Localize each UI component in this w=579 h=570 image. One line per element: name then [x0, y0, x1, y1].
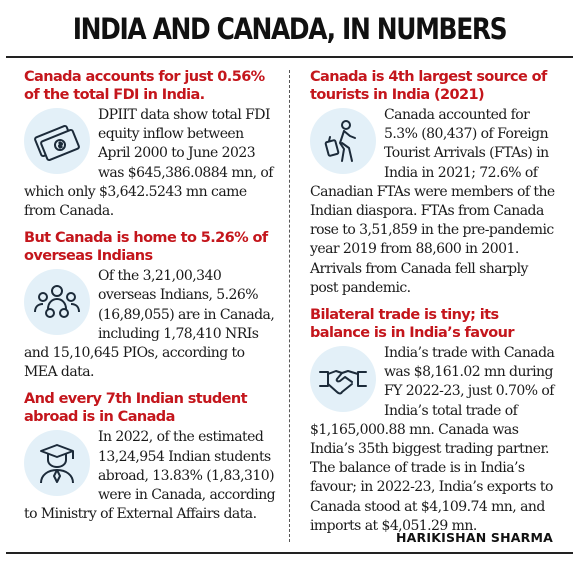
- section-heading: Canada accounts for just 0.56% of the to…: [24, 69, 265, 103]
- section-body: Canada accounted for 5.3% (80,437) of Fo…: [310, 107, 555, 296]
- graduate-icon: [24, 430, 90, 497]
- section-body: India’s trade with Canada was $8,161.02 …: [310, 345, 555, 534]
- trade-section: Bilateral trade is tiny; its balance is …: [310, 306, 556, 536]
- page-title: INDIA AND CANADA, IN NUMBERS: [72, 12, 508, 46]
- section-heading: But Canada is home to 5.26% of overseas …: [24, 230, 268, 265]
- right-column: Canada is 4th largest source of tourists…: [310, 68, 556, 544]
- section-body: DPIIT data show total FDI equity inflow …: [24, 107, 273, 220]
- section-body: Of the 3,21,00,340 overseas Indians, 5.2…: [24, 268, 275, 381]
- students-section: And every 7th Indian student abroad is i…: [24, 390, 278, 524]
- column-divider: [289, 70, 290, 542]
- section-body: In 2022, of the estimated 13,24,954 Indi…: [24, 429, 276, 523]
- section-heading: And every 7th Indian student abroad is i…: [24, 391, 248, 426]
- tourists-section: Canada is 4th largest source of tourists…: [310, 68, 556, 298]
- bottom-rule: [6, 552, 573, 554]
- diaspora-section: But Canada is home to 5.26% of overseas …: [24, 229, 278, 382]
- fdi-section: Canada accounts for just 0.56% of the to…: [24, 68, 278, 221]
- people-group-icon: [24, 269, 90, 336]
- section-heading: Bilateral trade is tiny; its balance is …: [310, 307, 515, 342]
- section-heading: Canada is 4th largest source of tourists…: [310, 69, 547, 103]
- handshake-icon: [310, 346, 376, 413]
- left-column: Canada accounts for just 0.56% of the to…: [24, 68, 278, 532]
- money-icon: [24, 108, 90, 174]
- top-rule: [6, 56, 573, 58]
- byline: HARIKISHAN SHARMA: [396, 530, 553, 545]
- traveler-icon: [310, 108, 376, 174]
